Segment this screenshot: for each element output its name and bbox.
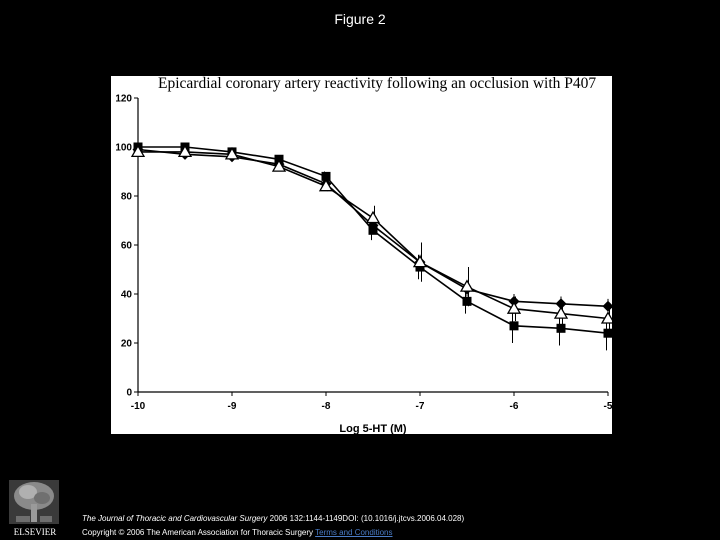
data-point-square [603,328,612,338]
series-line-triangle [138,151,609,320]
journal-name: The Journal of Thoracic and Cardiovascul… [82,514,268,523]
terms-and-conditions-link[interactable]: Terms and Conditions [315,528,393,537]
data-point-diamond [555,298,567,310]
y-tick-label: 60 [121,241,133,252]
data-point-square [462,296,472,306]
elsevier-tree-logo: ELSEVIER [4,476,66,538]
data-point-triangle [600,311,612,324]
citation-block: The Journal of Thoracic and Cardiovascul… [82,512,464,540]
data-point-triangle [412,254,428,268]
copyright-line: Copyright © 2006 The American Associatio… [82,526,464,540]
figure-title: Figure 2 [334,11,386,27]
citation-line: The Journal of Thoracic and Cardiovascul… [82,512,464,526]
series-markers [130,142,612,338]
y-tick-label: 80 [121,192,133,203]
data-point-triangle [365,210,381,224]
copyright-text: Copyright © 2006 The American Associatio… [82,528,316,537]
x-tick-label: -8 [322,401,331,412]
data-point-triangle [177,144,193,158]
x-tick-label: -9 [228,401,237,412]
svg-text:ELSEVIER: ELSEVIER [14,527,57,537]
x-tick-label: -6 [510,401,519,412]
series-line-square [138,146,609,334]
data-point-triangle [553,306,569,319]
series-lines [137,146,609,334]
data-point-diamond [508,295,520,307]
y-tick-label: 100 [115,143,132,154]
line-chart: Epicardial coronary artery reactivity fo… [115,76,612,434]
data-point-square [509,321,519,331]
x-tick-label: -10 [131,401,146,412]
x-tick-label: -5 [604,401,612,412]
citation-details: 2006 132:1144-1149DOI: (10.1016/j.jtcvs.… [267,514,465,523]
data-point-triangle [271,159,287,172]
y-tick-label: 20 [121,339,133,350]
data-point-square [556,323,566,333]
data-point-square [321,171,331,181]
data-point-triangle [459,279,475,292]
chart-title: Epicardial coronary artery reactivity fo… [158,76,596,92]
x-tick-label: -7 [416,401,425,412]
data-point-triangle [224,147,240,160]
y-tick-label: 0 [126,388,132,399]
data-point-triangle [130,144,146,158]
data-point-triangle [506,301,522,314]
y-tick-label: 120 [115,94,132,105]
error-bars [324,171,610,351]
data-point-diamond [602,300,612,312]
y-tick-label: 40 [121,290,133,301]
chart-panel: Epicardial coronary artery reactivity fo… [111,76,612,434]
x-axis-label: Log 5-HT (M) [339,423,407,434]
y-ticks: 0 20 40 60 80 100 120 [115,94,138,399]
data-point-triangle [318,178,334,192]
x-ticks: -10 -9 -8 -7 -6 -5 [131,392,612,412]
